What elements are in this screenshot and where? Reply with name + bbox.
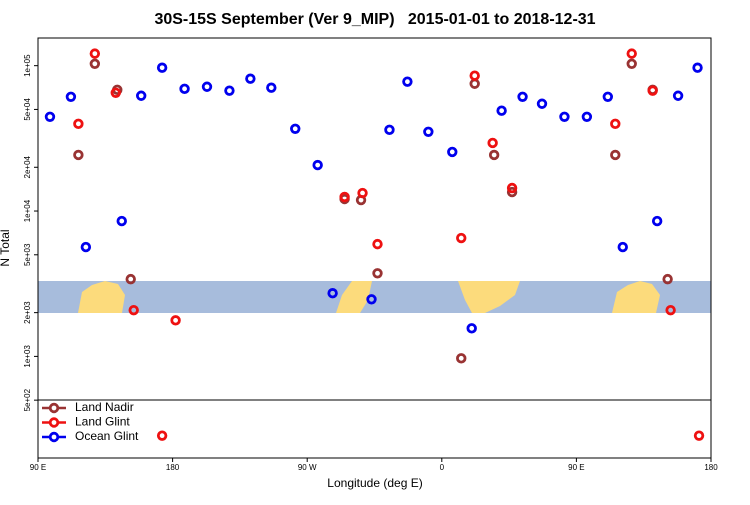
legend-label: Ocean Glint [75, 429, 139, 443]
x-tick-label: 90 E [568, 463, 584, 472]
land [612, 281, 660, 313]
point [423, 126, 434, 137]
point [469, 70, 480, 81]
point [626, 48, 637, 59]
point [339, 191, 350, 203]
point [651, 215, 663, 227]
y-tick-label: 1e+05 [23, 54, 32, 77]
legend-marker [48, 402, 60, 414]
x-axis-label: Longitude (deg E) [327, 476, 422, 490]
point [65, 91, 77, 102]
point [135, 90, 147, 101]
point [245, 73, 256, 84]
point [610, 118, 621, 130]
point [617, 241, 628, 253]
point [602, 91, 614, 102]
point [487, 137, 498, 149]
point [456, 353, 467, 364]
point [665, 304, 676, 316]
point [496, 105, 507, 116]
point [357, 187, 368, 199]
point [402, 76, 413, 87]
point [156, 62, 168, 73]
point [626, 58, 637, 70]
point [517, 91, 528, 102]
y-tick-label: 2e+03 [23, 301, 32, 324]
land [336, 281, 372, 313]
point [506, 182, 518, 194]
x-tick-label: 180 [704, 463, 718, 472]
point [73, 118, 84, 130]
x-tick-label: 180 [166, 463, 180, 472]
y-tick-label: 5e+03 [23, 243, 32, 266]
point [327, 288, 338, 299]
legend-label: Land Glint [75, 415, 130, 429]
point [662, 273, 673, 285]
legend-marker [48, 431, 60, 443]
point [488, 149, 500, 161]
land [458, 281, 520, 313]
point [466, 323, 477, 334]
point [506, 186, 518, 198]
y-tick-label: 5e+04 [23, 98, 32, 121]
point [170, 315, 181, 326]
point [447, 146, 458, 158]
point [266, 82, 277, 93]
point [372, 238, 383, 250]
point [116, 215, 127, 227]
point [224, 85, 235, 96]
point [290, 123, 301, 134]
chart-title: 30S-15S September (Ver 9_MIP) 2015-01-01… [154, 11, 595, 28]
point [456, 232, 467, 244]
point [693, 430, 705, 441]
point [312, 159, 323, 171]
point [179, 83, 190, 95]
x-tick-label: 90 W [298, 463, 317, 472]
y-tick-label: 1e+04 [23, 199, 32, 222]
point [89, 48, 101, 59]
point [201, 81, 213, 92]
point [156, 430, 168, 441]
plot-frame [37, 37, 712, 459]
x-tick-label: 0 [440, 463, 445, 472]
legend-label: Land Nadir [75, 400, 134, 414]
point [469, 78, 480, 89]
y-axis-label: N Total [0, 229, 12, 266]
y-tick-label: 5e+02 [23, 388, 32, 411]
point [128, 304, 139, 316]
land [78, 281, 125, 313]
point [647, 85, 658, 96]
point [366, 294, 377, 305]
point [372, 268, 383, 279]
point [672, 90, 684, 101]
point [610, 149, 621, 161]
point [692, 62, 703, 73]
point [559, 111, 570, 122]
y-tick-label: 2e+04 [23, 155, 32, 178]
point [110, 87, 121, 98]
y-tick-label: 1e+03 [23, 345, 32, 368]
point [536, 98, 548, 109]
map-strip [38, 281, 711, 313]
point [125, 273, 136, 285]
point [89, 58, 101, 70]
point [80, 241, 92, 253]
legend-marker [48, 417, 60, 428]
point [384, 124, 395, 136]
x-tick-label: 90 E [30, 463, 46, 472]
point [44, 111, 56, 122]
point [581, 111, 593, 122]
point [73, 149, 84, 161]
